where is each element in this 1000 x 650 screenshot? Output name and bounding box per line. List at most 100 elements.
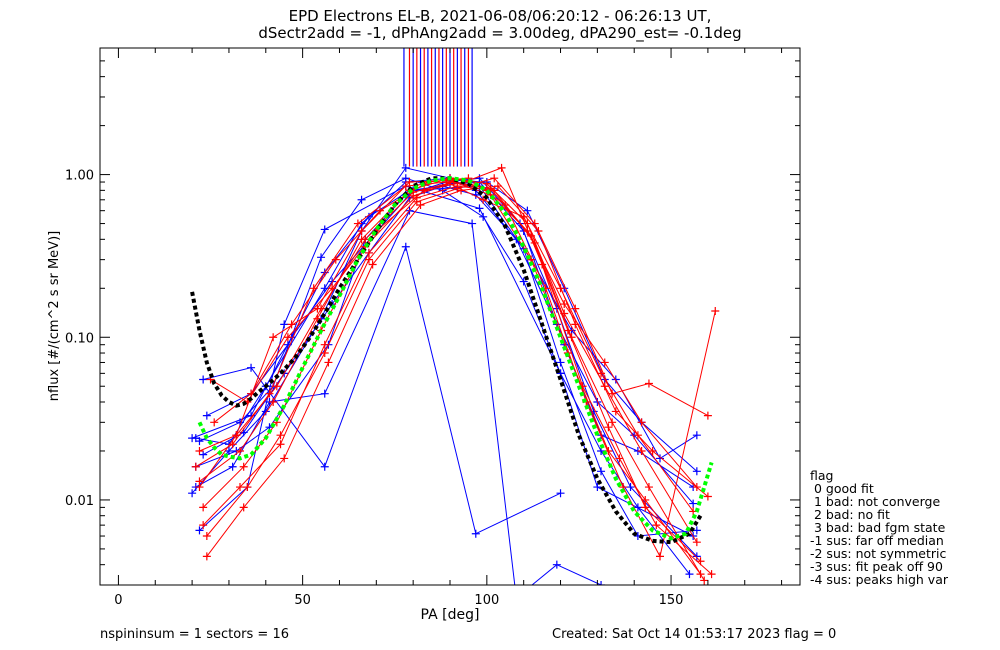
data-point-red [202,532,211,541]
data-point-red [692,538,701,547]
series-line-red [199,179,698,488]
legend-item: -4 sus: peaks high var [810,572,949,587]
data-point-blue [556,489,565,498]
data-point-blue [512,594,520,602]
legend-title: flag [810,468,834,483]
legend-item: -3 sus: fit peak off 90 [810,559,943,574]
data-point-blue [202,411,211,420]
legend-item: -2 sus: not symmetric [810,546,947,561]
data-point-blue [593,483,602,492]
data-point-red [563,326,572,335]
series-line-red [202,181,701,562]
data-point-red [608,389,617,398]
data-point-red [530,219,539,228]
data-point-red [202,552,211,561]
x-tick-label: 50 [294,593,311,608]
y-tick-label: 0.10 [65,331,94,346]
data-point-red [656,552,664,561]
data-point-red [442,178,451,187]
data-point-red [644,379,653,388]
data-point-red [482,179,491,188]
data-point-red [357,227,366,236]
data-point-blue [228,462,237,471]
series-line-blue [195,177,694,488]
data-point-blue [401,174,410,183]
data-point-red [265,389,274,398]
series-line-red [199,181,701,575]
data-point-red [700,576,709,585]
data-point-red [320,349,329,358]
legend-item: 1 bad: not converge [810,494,941,509]
data-point-red [703,411,712,420]
data-point-red [608,418,617,427]
x-tick-label: 0 [114,593,122,608]
legend-item: 3 bad: bad fgm state [810,520,946,535]
data-point-red [239,462,248,471]
data-point-blue [188,434,197,443]
data-point-red [711,307,720,316]
data-point-red [405,178,414,187]
data-point-red [479,195,488,204]
y-tick-label: 1.00 [65,169,94,184]
data-point-red [409,191,418,200]
fit-curve-green [197,176,714,541]
data-point-red [276,440,285,449]
data-point-red [313,304,322,313]
data-point-red [324,358,333,367]
data-point-red [497,163,506,172]
data-point-blue [401,163,410,172]
data-point-blue [692,431,701,440]
data-point-blue [475,174,484,183]
series-line-blue [203,245,561,535]
data-point-blue [247,363,256,372]
data-point-red [615,454,624,463]
data-point-blue [199,450,208,459]
data-point-red [707,570,716,579]
legend-item: 0 good fit [810,481,874,496]
data-point-red [195,483,204,492]
data-point-red [490,174,499,183]
chart-title: EPD Electrons EL-B, 2021-06-08/06:20:12 … [288,7,712,25]
data-point-blue [656,454,664,463]
data-point-red [376,206,384,215]
data-point-blue [280,320,289,329]
data-point-red [368,260,377,269]
data-point-blue [471,529,480,538]
data-point-blue [401,242,410,251]
data-point-red [364,248,373,257]
data-point-red [600,358,609,367]
data-point-red [453,184,462,193]
y-axis-label: nflux [#/(cm^2 s sr MeV)] [47,231,62,401]
data-point-red [313,314,322,323]
data-point-blue [611,375,620,384]
data-point-blue [692,526,701,535]
legend-item: -1 sus: far off median [810,533,944,548]
data-point-blue [317,253,326,262]
data-point-red [420,186,429,195]
data-point-blue [685,603,693,611]
data-point-red [644,483,653,492]
data-point-red [331,255,340,264]
footer-left: nspininsum = 1 sectors = 16 [100,627,289,642]
x-tick-label: 150 [659,593,684,608]
data-point-blue [479,212,488,221]
data-point-blue [320,389,329,398]
data-point-red [272,382,281,391]
data-point-red [611,407,620,416]
data-point-red [195,446,204,455]
data-point-red [641,503,650,512]
data-point-blue [692,552,701,561]
data-point-red [210,418,219,427]
data-point-blue [188,489,197,498]
x-axis-label: PA [deg] [421,607,480,623]
data-point-red [637,418,646,427]
data-point-blue [357,195,366,204]
data-point-red [486,184,495,193]
data-point-red [604,423,613,432]
data-point-red [556,284,565,293]
data-point-blue [195,437,204,446]
data-point-red [357,235,366,244]
data-point-blue [519,277,528,286]
x-tick-label: 100 [474,593,499,608]
